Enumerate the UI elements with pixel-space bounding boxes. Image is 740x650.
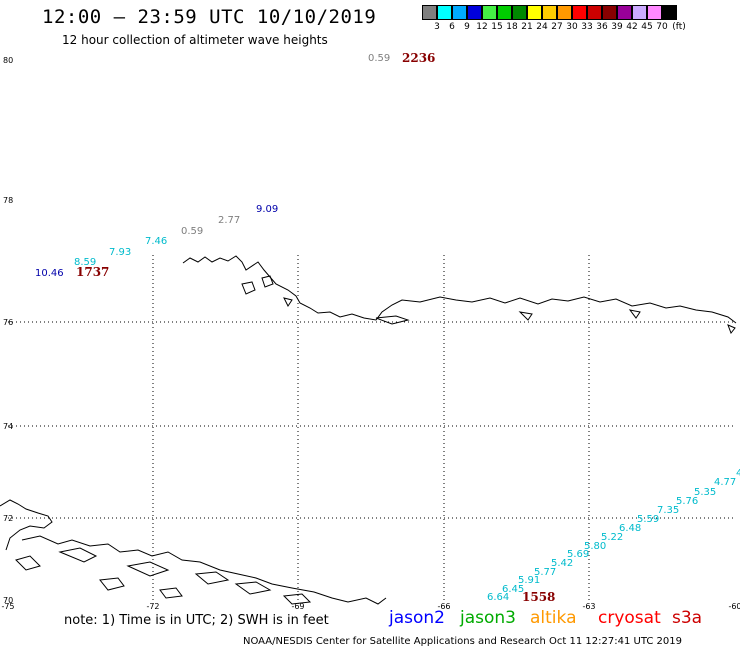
colorbar-legend: [422, 5, 677, 20]
track-value: 5.59: [637, 514, 659, 525]
colorbar-label: 15: [491, 22, 503, 32]
colorbar-swatch: [662, 5, 677, 20]
satellite-legend-jason2: jason2: [389, 608, 445, 628]
longitude-label: -69: [291, 602, 304, 611]
longitude-label: -63: [582, 602, 595, 611]
track-value: 7.93: [109, 247, 131, 258]
track-value: 0.59: [181, 226, 203, 237]
track-value: 0.59: [368, 53, 390, 64]
map-subtitle: 12 hour collection of altimeter wave hei…: [62, 33, 328, 47]
track-value: 4.77: [714, 477, 736, 488]
track-value: 2.77: [218, 215, 240, 226]
track-value: 6.45: [502, 584, 524, 595]
colorbar-label: 3: [434, 22, 440, 32]
latitude-label: 76: [3, 318, 13, 327]
track-time-labels: 0.59 2236 1737 1558: [76, 51, 555, 604]
colorbar-swatch: [467, 5, 482, 20]
colorbar-label: (ft): [672, 22, 686, 32]
colorbar-swatch: [422, 5, 437, 20]
latitude-label: 74: [3, 422, 13, 431]
colorbar-label: 70: [656, 22, 668, 32]
colorbar-label: 45: [641, 22, 653, 32]
satellite-legend-jason3: jason3: [460, 608, 516, 628]
track-value: 5.80: [584, 541, 606, 552]
colorbar-label: 36: [596, 22, 608, 32]
latitude-label: 72: [3, 514, 13, 523]
track-value: 5.35: [694, 487, 716, 498]
track-value: 5.77: [534, 567, 556, 578]
track-value: 7.35: [657, 505, 679, 516]
colorbar-swatch: [587, 5, 602, 20]
map-title: 12:00 – 23:59 UTC 10/10/2019: [42, 6, 377, 28]
colorbar-swatch: [557, 5, 572, 20]
colorbar-swatch: [572, 5, 587, 20]
satellite-legend-cryosat: cryosat: [598, 608, 661, 628]
longitude-label: -60: [728, 602, 740, 611]
track-value: 5.91: [518, 575, 540, 586]
colorbar-label: 30: [566, 22, 578, 32]
latitude-labels: 80 78 76 74 72 70: [3, 56, 13, 605]
satellite-legend-altika: altika: [530, 608, 577, 628]
colorbar-label: 9: [464, 22, 470, 32]
lat-lon-grid: [8, 255, 735, 600]
track-value: 8.59: [74, 257, 96, 268]
colorbar-label: 39: [611, 22, 623, 32]
latitude-label: 78: [3, 196, 13, 205]
track-value: 7.46: [145, 236, 167, 247]
colorbar-label: 12: [476, 22, 488, 32]
footer-note: note: 1) Time is in UTC; 2) SWH is in fe…: [64, 613, 329, 628]
latitude-label: 70: [3, 596, 13, 605]
colorbar-swatch: [512, 5, 527, 20]
colorbar-swatch: [452, 5, 467, 20]
track-value: 10.46: [35, 268, 64, 279]
track-value: 6.48: [619, 523, 641, 534]
coastline-north: [182, 255, 737, 334]
coastline-south: [0, 499, 387, 605]
track-value: 4: [736, 468, 740, 479]
colorbar-label: 6: [449, 22, 455, 32]
colorbar-swatch: [482, 5, 497, 20]
track-value: 5.69: [567, 549, 589, 560]
colorbar-label: 33: [581, 22, 593, 32]
colorbar-label: 21: [521, 22, 533, 32]
altimeter-track-1: 6.646.455.915.775.425.695.805.226.485.59…: [487, 468, 740, 603]
credit-line: NOAA/NESDIS Center for Satellite Applica…: [243, 636, 682, 647]
track-value: 9.09: [256, 204, 278, 215]
colorbar-label: 18: [506, 22, 518, 32]
altimeter-track-2: 10.46 8.59 7.93 7.46 0.59 2.77 9.09: [35, 204, 278, 279]
longitude-label: -72: [146, 602, 159, 611]
pass-time-label: 2236: [402, 51, 435, 65]
track-value: 5.42: [551, 558, 573, 569]
colorbar-swatch: [527, 5, 542, 20]
colorbar-swatch: [617, 5, 632, 20]
colorbar-swatch: [437, 5, 452, 20]
colorbar-label: 24: [536, 22, 548, 32]
colorbar-label: 27: [551, 22, 563, 32]
track-value: 6.64: [487, 592, 509, 603]
longitude-labels: -75 -72 -69 -66 -63 -60: [1, 602, 740, 611]
satellite-legend-s3a: s3a: [672, 608, 703, 628]
colorbar-swatch: [602, 5, 617, 20]
colorbar-labels: 3 6 9 12 15 18 21 24 27 30 33 36 39 42 45 70 (ft): [422, 22, 740, 34]
colorbar-label: 42: [626, 22, 638, 32]
colorbar-swatch: [497, 5, 512, 20]
colorbar-swatch: [632, 5, 647, 20]
track-value: 5.76: [676, 496, 698, 507]
colorbar-swatch: [542, 5, 557, 20]
track-value: 5.22: [601, 532, 623, 543]
pass-time-label: 1737: [76, 265, 109, 279]
pass-time-label: 1558: [522, 590, 555, 604]
colorbar-swatch: [647, 5, 662, 20]
latitude-label: 80: [3, 56, 13, 65]
longitude-label: -66: [437, 602, 450, 611]
longitude-label: -75: [1, 602, 14, 611]
